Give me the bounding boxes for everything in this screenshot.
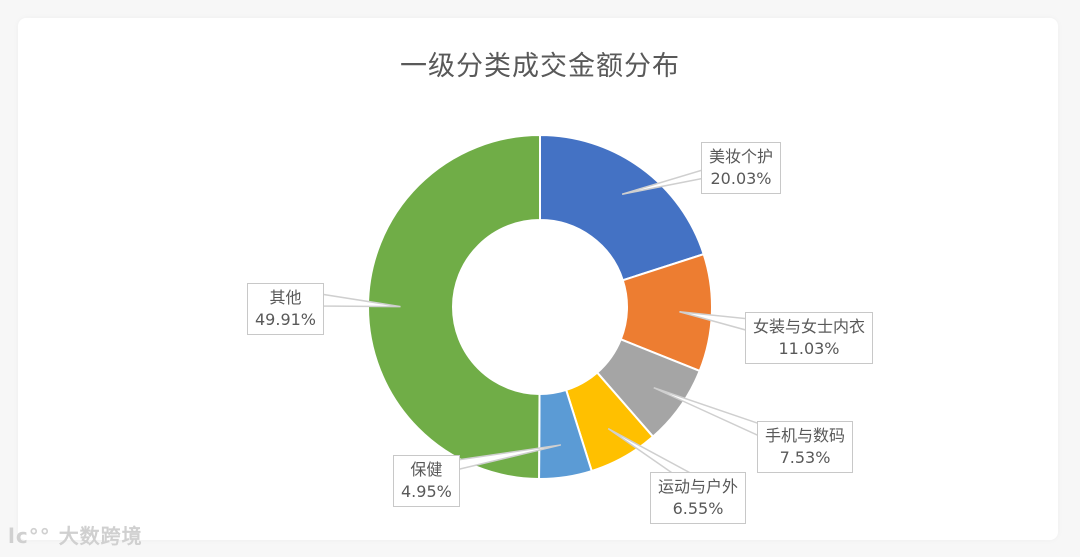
chart-title: 一级分类成交金额分布: [400, 51, 680, 82]
slice-5: [367, 133, 541, 481]
watermark-text: 大数跨境: [58, 524, 143, 548]
label-phones-digital: 手机与数码 7.53%: [757, 421, 854, 473]
label-health: 保健 4.95%: [393, 455, 460, 507]
watermark: lc°° 大数跨境: [8, 520, 143, 549]
label-other: 其他 49.91%: [247, 283, 325, 335]
slice-0: [539, 133, 705, 282]
logo-icon: lc°°: [8, 524, 59, 548]
label-beauty: 美妆个护 20.03%: [701, 142, 782, 194]
label-category: 运动与户外: [658, 477, 739, 496]
label-category: 其他: [269, 288, 302, 307]
label-category: 保健: [410, 460, 443, 479]
label-sports-outdoor: 运动与户外 6.55%: [650, 472, 747, 524]
label-percent: 7.53%: [779, 448, 831, 467]
label-category: 美妆个护: [709, 147, 774, 166]
label-percent: 49.91%: [255, 310, 317, 329]
label-category: 手机与数码: [765, 426, 846, 445]
label-womenswear: 女装与女士内衣 11.03%: [745, 312, 874, 364]
label-percent: 4.95%: [401, 482, 452, 501]
label-percent: 11.03%: [778, 339, 840, 358]
label-percent: 6.55%: [672, 499, 724, 518]
label-percent: 20.03%: [710, 169, 772, 188]
label-category: 女装与女士内衣: [753, 317, 866, 336]
